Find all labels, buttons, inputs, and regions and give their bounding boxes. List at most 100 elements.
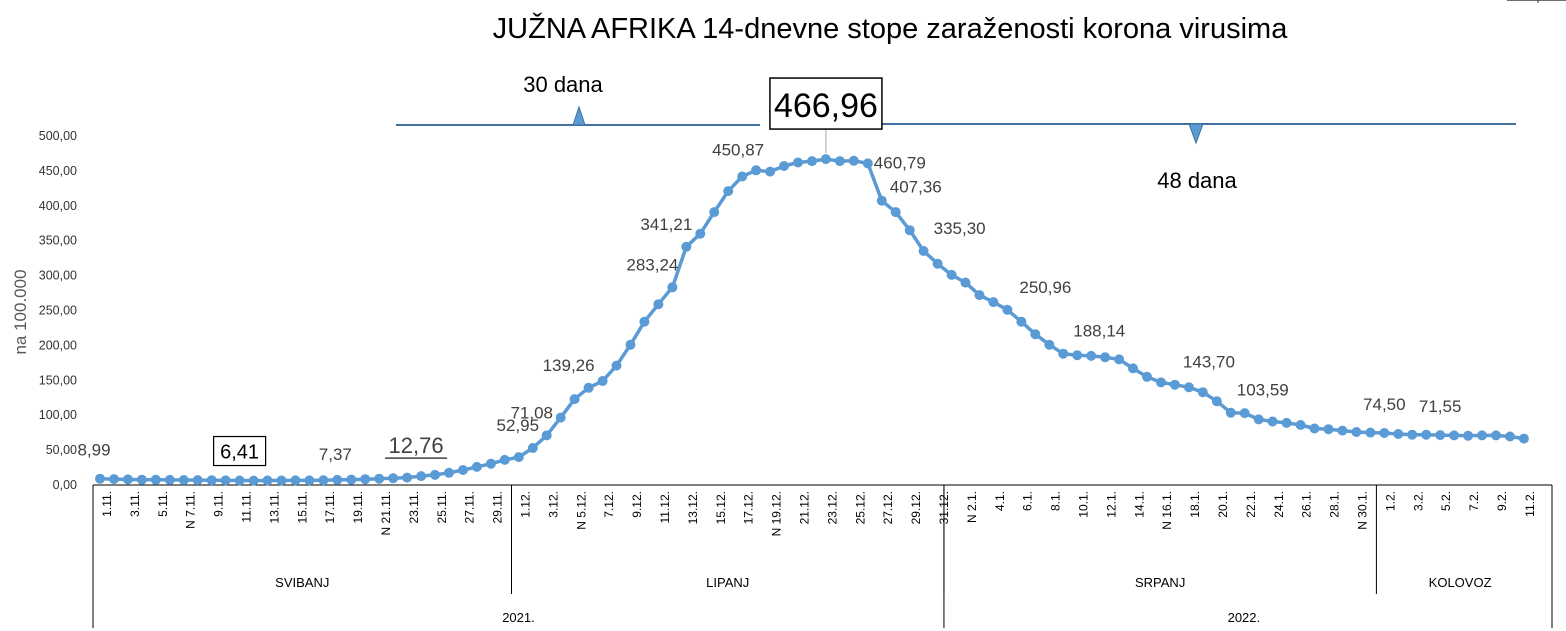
data-point [960,277,971,288]
data-point [471,461,482,472]
data-point [1295,420,1306,430]
x-tick-label: 3.2. [1411,491,1425,511]
x-tick-label: 9.2. [1495,491,1509,511]
data-label: 143,70 [1183,353,1235,372]
data-point [974,290,985,301]
data-point [346,474,357,485]
data-point [1281,417,1292,428]
data-point [583,382,594,393]
data-point [737,171,748,182]
x-tick-label: 13.11. [267,491,281,523]
x-tick-label: 1.11. [100,491,114,517]
data-label: 188,14 [1073,322,1125,341]
x-tick-label: N 7.11. [184,491,198,529]
right-span-label: 48 dana [1157,168,1237,193]
data-point [848,155,859,166]
x-tick-label: 11.12. [658,491,672,523]
data-point [751,165,762,176]
x-tick-label: 20.1. [1216,491,1230,518]
data-point [1142,371,1152,382]
x-tick-label: N 21.11. [379,491,393,535]
year-groups: 2021. 2022. [502,485,1260,628]
data-point [234,475,245,486]
data-point [1323,424,1334,435]
x-tick-label: 29.11. [491,491,505,523]
data-point [653,299,664,310]
data-point [109,474,119,485]
data-point [1002,304,1013,315]
x-tick-label: 24.1. [1272,491,1286,518]
data-point [988,297,999,308]
data-label: 8,99 [77,441,110,460]
data-point [164,474,175,485]
x-tick-label: 5.11. [156,491,170,517]
data-point [360,474,371,485]
data-point [1169,379,1180,390]
data-point [95,473,105,484]
data-label: 460,79 [874,153,926,172]
data-point [555,412,566,423]
data-point [611,360,622,371]
data-point [904,225,915,236]
data-label: 66,43 [1510,0,1565,5]
category-axis [92,484,1553,628]
data-point [709,207,720,218]
x-tick-label: 3.12. [546,491,560,518]
right-span-marker [1188,123,1204,145]
data-point [248,475,259,486]
x-tick-label: N 5.12. [574,491,588,530]
data-point [1183,382,1194,393]
x-tick-label: 19.11. [351,491,365,523]
x-tick-label: 5.2. [1439,491,1453,511]
chart-title: JUŽNA AFRIKA 14-dnevne stope zaraženosti… [493,12,1289,45]
data-point [374,473,385,484]
data-point [1016,316,1027,327]
data-point [932,258,943,269]
data-label: 52,95 [496,416,539,435]
data-point [178,475,189,485]
y-tick-label: 300,00 [39,269,77,283]
data-point [318,475,329,486]
data-point [1463,430,1474,441]
x-tick-label: 10.1. [1076,491,1090,518]
data-point [639,316,650,327]
x-tick-label: 17.11. [323,491,337,523]
x-tick-label: N 2.1. [965,491,979,523]
data-point [1211,396,1222,407]
month-label: LIPANJ [706,575,749,590]
y-axis-ticks: 0,00 50,00 100,00 150,00 200,00 250,00 300,00 3… [39,129,77,492]
series-polyline [99,157,1525,483]
data-point [1100,352,1111,363]
data-label: 283,24 [626,255,678,274]
data-point [332,474,343,485]
data-point [1491,430,1501,441]
data-point [444,467,454,478]
x-tick-label: 25.12. [853,491,867,524]
x-tick-label: 26.1. [1300,491,1314,518]
data-point [1393,429,1404,439]
y-tick-label: 200,00 [39,338,77,352]
x-tick-label: N 19.12. [770,491,784,536]
peak-data-label: 466,96 [774,87,878,125]
data-point [402,472,413,483]
data-point [122,474,133,485]
x-tick-label: 15.11. [295,491,309,523]
y-tick-label: 350,00 [39,234,77,248]
data-point [890,207,901,218]
data-point [1253,414,1264,425]
data-point [1337,425,1348,436]
series-points [95,154,1529,486]
x-tick-label: 23.11. [407,491,421,523]
data-point [1351,427,1362,437]
data-label: 7,37 [319,445,352,464]
data-point [876,195,887,206]
data-point [262,475,273,486]
data-point [1239,408,1250,419]
data-point [1072,350,1083,361]
data-point [1505,431,1515,442]
x-tick-label: 27.11. [463,491,477,523]
data-point [1225,407,1236,418]
data-point [136,474,147,485]
